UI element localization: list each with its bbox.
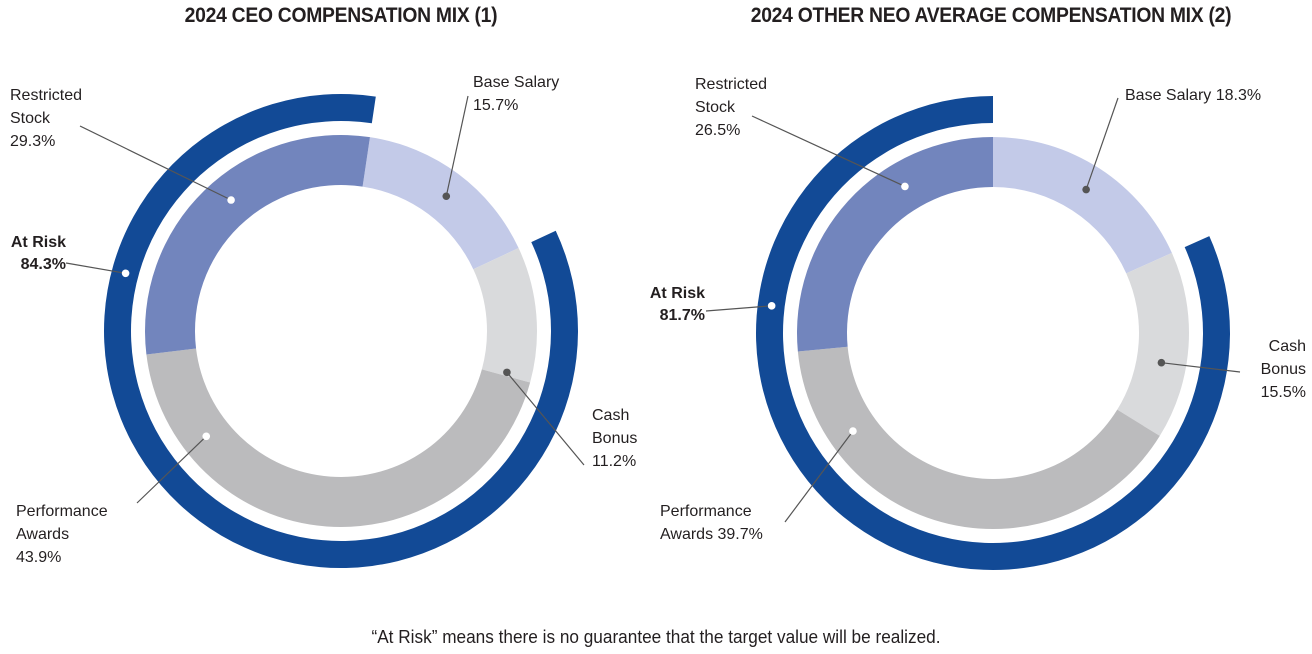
leader-line-restricted-stock bbox=[79, 125, 232, 201]
label-dot-performance-awards bbox=[849, 427, 857, 435]
data-label-base-salary: Base Salary 18.3% bbox=[1125, 87, 1261, 104]
leader-line-performance-awards bbox=[136, 435, 207, 504]
data-label-cash-bonus: Cash Bonus 15.5% bbox=[1261, 338, 1306, 401]
leader-line-cash-bonus bbox=[1161, 362, 1241, 373]
data-label-at-risk: At Risk 84.3% bbox=[11, 234, 66, 273]
label-dot-at-risk bbox=[767, 302, 776, 310]
data-label-restricted-stock: Restricted Stock 29.3% bbox=[10, 87, 82, 150]
leader-line-performance-awards bbox=[784, 430, 854, 523]
label-dot-performance-awards bbox=[202, 432, 211, 441]
slice-base-salary bbox=[993, 137, 1172, 274]
donut-chart-ceo: Base Salary 15.7% Cash Bonus 11.2% Performanc… bbox=[10, 74, 637, 568]
data-label-performance-awards: Performance Awards 43.9% bbox=[16, 503, 108, 566]
data-label-performance-awards: Performance Awards 39.7% bbox=[660, 503, 763, 543]
label-dot-cash-bonus bbox=[503, 368, 511, 377]
slice-cash-bonus bbox=[473, 248, 537, 383]
leader-line-base-salary bbox=[1085, 97, 1119, 190]
label-dot-cash-bonus bbox=[1157, 358, 1166, 367]
donut-chart-neo: Base Salary 18.3% Cash Bonus 15.5% Performan… bbox=[650, 76, 1306, 570]
label-dot-restricted-stock bbox=[227, 196, 235, 204]
data-label-at-risk: At Risk 81.7% bbox=[650, 285, 705, 324]
data-label-restricted-stock: Restricted Stock 26.5% bbox=[695, 76, 767, 139]
leader-line-at-risk bbox=[65, 262, 126, 274]
footnote: “At Risk” means there is no guarantee th… bbox=[371, 626, 941, 647]
label-dot-restricted-stock bbox=[901, 182, 909, 191]
label-dot-base-salary bbox=[442, 192, 451, 201]
data-label-cash-bonus: Cash Bonus 11.2% bbox=[592, 407, 637, 470]
label-dot-base-salary bbox=[1082, 185, 1090, 194]
leader-line-base-salary bbox=[445, 95, 469, 197]
chart-title-neo: 2024 OTHER NEO AVERAGE COMPENSATION MIX … bbox=[750, 4, 1232, 27]
slice-restricted-stock bbox=[797, 137, 993, 352]
leader-line-restricted-stock bbox=[751, 115, 906, 187]
leader-line-at-risk bbox=[705, 305, 772, 312]
chart-title-ceo: 2024 CEO COMPENSATION MIX (1) bbox=[184, 4, 498, 27]
leader-line-cash-bonus bbox=[506, 371, 585, 466]
slice-cash-bonus bbox=[1117, 252, 1190, 436]
slice-performance-awards bbox=[146, 348, 531, 527]
slice-performance-awards bbox=[797, 346, 1160, 529]
slice-restricted-stock bbox=[145, 134, 370, 355]
data-label-base-salary: Base Salary 15.7% bbox=[473, 74, 559, 114]
slice-base-salary bbox=[362, 137, 519, 270]
label-dot-at-risk bbox=[121, 269, 130, 278]
